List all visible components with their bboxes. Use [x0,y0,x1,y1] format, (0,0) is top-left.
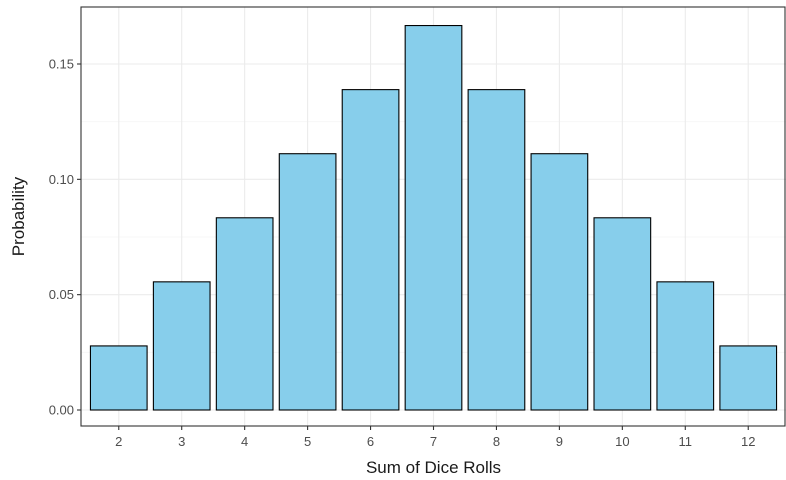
x-tick-label: 5 [304,434,311,449]
bars [89,24,778,411]
x-tick-label: 9 [556,434,563,449]
bar-4 [215,217,274,411]
x-tick-label: 10 [615,434,629,449]
x-axis-title: Sum of Dice Rolls [366,458,501,477]
x-axis: 2 3 4 5 6 7 8 9 10 11 12 [115,426,755,449]
x-tick-label: 3 [178,434,185,449]
bar-11 [656,281,715,411]
bar-8 [467,89,526,411]
x-tick-label: 6 [367,434,374,449]
y-axis: 0.00 0.05 0.10 0.15 [49,57,81,418]
bar-2 [89,345,148,411]
y-tick-label: 0.10 [49,172,74,187]
y-tick-label: 0.05 [49,287,74,302]
y-tick-label: 0.00 [49,403,74,418]
bar-7 [404,24,463,411]
bar-12 [719,345,778,411]
y-tick-label: 0.15 [49,57,74,72]
bar-6 [341,89,400,411]
bar-9 [530,153,589,411]
bar-3 [152,281,211,411]
y-axis-title: Probability [9,176,28,256]
bar-10 [593,217,652,411]
x-tick-label: 12 [741,434,755,449]
x-tick-label: 7 [430,434,437,449]
x-tick-label: 8 [493,434,500,449]
x-tick-label: 2 [115,434,122,449]
bar-5 [278,153,337,411]
x-tick-label: 4 [241,434,248,449]
x-tick-label: 11 [679,434,693,449]
